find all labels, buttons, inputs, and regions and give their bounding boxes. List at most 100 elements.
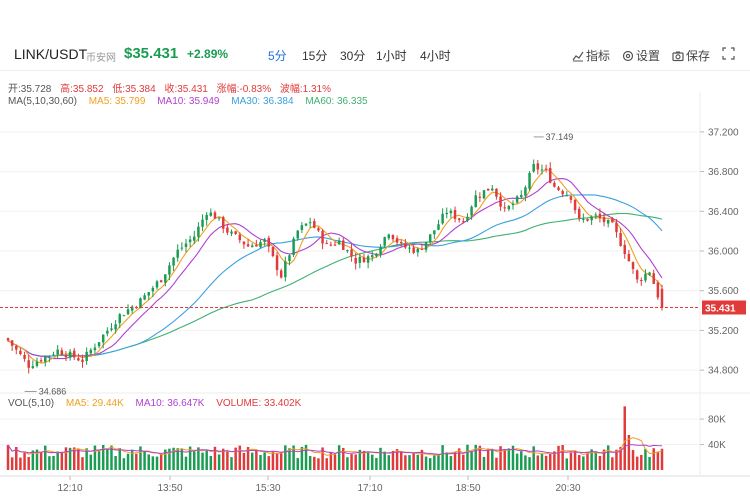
price-change: +2.89% xyxy=(187,47,229,61)
ma5-line xyxy=(7,168,663,364)
volume-bar xyxy=(350,454,353,470)
candle-body xyxy=(110,328,113,330)
volume-bar xyxy=(110,445,113,470)
candle-body xyxy=(168,265,171,275)
candle-body xyxy=(495,188,498,197)
candle-body xyxy=(532,163,535,172)
volume-bar xyxy=(536,455,540,470)
candle-body xyxy=(524,187,527,196)
candle-body xyxy=(520,195,523,198)
candle-body xyxy=(114,324,117,330)
volume-bar xyxy=(660,448,664,470)
candle-body xyxy=(193,236,196,241)
volume-bar xyxy=(627,435,631,470)
volume-bar xyxy=(333,454,337,470)
tab-5m[interactable]: 5分 xyxy=(268,49,287,63)
candle-body xyxy=(31,366,35,368)
candle-body xyxy=(259,242,262,248)
candle-body xyxy=(362,257,366,263)
ma10-line xyxy=(7,178,663,360)
indicator-button[interactable]: 指标 xyxy=(572,47,610,64)
ma5-legend: MA5: 35.799 xyxy=(88,96,146,107)
volume-bar xyxy=(10,457,14,470)
time-tick-label: 17:10 xyxy=(357,483,382,494)
tab-4h[interactable]: 4小时 xyxy=(420,49,451,63)
tab-30m[interactable]: 30分 xyxy=(340,49,366,63)
ma30-legend: MA30: 36.384 xyxy=(231,96,294,107)
candle-body xyxy=(594,214,598,216)
save-button[interactable]: 保存 xyxy=(672,47,710,64)
candle-body xyxy=(6,338,10,341)
candle-body xyxy=(391,234,395,240)
settings-button[interactable]: 设置 xyxy=(622,47,660,64)
candle-body xyxy=(159,280,163,283)
volume-bar xyxy=(267,456,271,470)
volume-bar xyxy=(491,449,494,470)
volume-bar xyxy=(89,454,93,470)
candle-body xyxy=(387,234,391,239)
volume-bar xyxy=(35,449,39,470)
time-tick-label: 20:30 xyxy=(555,483,580,494)
candle-body xyxy=(242,241,246,245)
volume-bar xyxy=(139,446,142,470)
last-price: $35.431 xyxy=(124,45,179,62)
volume-bar xyxy=(238,445,242,470)
fullscreen-icon xyxy=(722,47,735,60)
high-marker-label: 37.149 xyxy=(546,132,574,142)
price-tick-label: 37.200 xyxy=(708,127,739,138)
volume-bar xyxy=(85,448,88,470)
tab-15m[interactable]: 15分 xyxy=(302,49,328,63)
candle-body xyxy=(234,231,237,234)
candle-body xyxy=(263,239,266,243)
volume-bar xyxy=(615,449,618,470)
volume-bar xyxy=(358,449,362,470)
candle-body xyxy=(462,221,465,223)
volume-bar xyxy=(478,445,482,470)
volume-bar xyxy=(553,451,556,470)
volume-bar xyxy=(27,456,30,470)
ma60-line xyxy=(7,212,663,357)
fullscreen-button[interactable] xyxy=(722,47,737,61)
volume-bar xyxy=(114,455,117,470)
candle-body xyxy=(379,247,382,255)
volume-bar xyxy=(573,450,577,470)
candle-body xyxy=(333,244,337,246)
volume-bar xyxy=(168,448,171,470)
volume-bar xyxy=(582,456,585,470)
candle-body xyxy=(304,223,308,226)
volume-bar xyxy=(408,455,411,470)
ohlc-readout: 开:35.728 高:35.852 低:35.384 收:35.431 涨幅:-… xyxy=(8,80,337,95)
volume-bar xyxy=(466,444,469,470)
header-divider xyxy=(0,70,750,71)
price-tick-label: 34.800 xyxy=(708,366,739,377)
volume-bar xyxy=(230,457,233,470)
volume-bar xyxy=(155,456,159,470)
candle-body xyxy=(337,240,341,245)
candle-body xyxy=(445,212,449,215)
candle-body xyxy=(358,256,362,263)
volume-bar xyxy=(362,450,366,470)
candle-body xyxy=(536,163,540,170)
candle-body xyxy=(656,282,660,298)
volume-bar xyxy=(590,449,593,470)
candle-body xyxy=(486,188,490,191)
candle-body xyxy=(64,355,68,358)
volume-bar xyxy=(164,449,167,470)
candle-body xyxy=(383,237,386,246)
candle-body xyxy=(586,218,589,221)
volume-bar xyxy=(106,449,109,470)
volume-bar xyxy=(441,445,444,470)
volume-bar xyxy=(470,451,473,470)
ma30-line xyxy=(7,194,663,357)
current-price-label: 35.431 xyxy=(705,303,736,314)
volume-bar xyxy=(495,457,498,470)
volume-bar xyxy=(48,456,51,470)
tab-1h[interactable]: 1小时 xyxy=(376,49,407,63)
candle-body xyxy=(139,298,142,309)
volume-bar xyxy=(507,448,511,470)
volume-bar xyxy=(354,454,357,470)
candle-body xyxy=(89,349,93,354)
volume-bar xyxy=(147,454,150,470)
volume-bar xyxy=(19,457,22,470)
